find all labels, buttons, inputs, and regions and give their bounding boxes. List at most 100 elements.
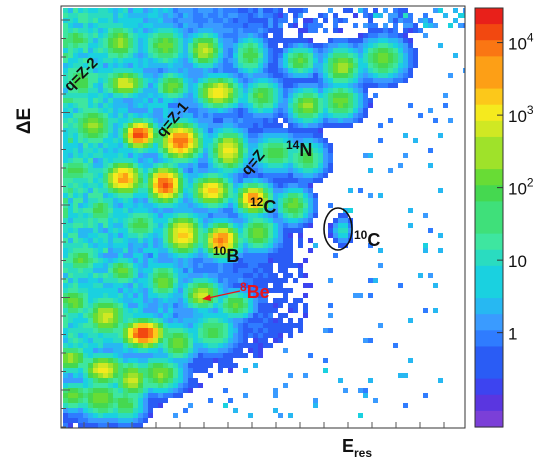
heatmap-cell xyxy=(323,368,328,373)
heatmap-cell xyxy=(213,298,218,303)
heatmap-cell xyxy=(178,303,183,308)
heatmap-cell xyxy=(68,398,73,403)
heatmap-cell xyxy=(228,118,233,123)
heatmap-cell xyxy=(248,293,253,298)
heatmap-cell xyxy=(123,223,128,228)
heatmap-cell xyxy=(378,68,383,73)
heatmap-cell xyxy=(278,178,283,183)
heatmap-cell xyxy=(238,108,243,113)
heatmap-cell xyxy=(288,218,293,223)
heatmap-cell xyxy=(198,228,203,233)
heatmap-cell xyxy=(258,78,263,83)
heatmap-cell xyxy=(268,288,273,293)
heatmap-cell xyxy=(403,403,408,408)
heatmap-cell xyxy=(323,53,328,58)
heatmap-cell xyxy=(63,358,68,363)
heatmap-cell xyxy=(238,18,243,23)
heatmap-cell xyxy=(293,298,298,303)
heatmap-cell xyxy=(173,108,178,113)
heatmap-cell xyxy=(63,338,68,343)
heatmap-cell xyxy=(83,403,88,408)
heatmap-cell xyxy=(243,123,248,128)
heatmap-cell xyxy=(198,338,203,343)
heatmap-cell xyxy=(233,18,238,23)
heatmap-cell xyxy=(283,168,288,173)
heatmap-cell xyxy=(273,243,278,248)
heatmap-cell xyxy=(148,388,153,393)
heatmap-cell xyxy=(183,338,188,343)
heatmap-cell xyxy=(158,48,163,53)
heatmap-cell xyxy=(243,178,248,183)
heatmap-cell xyxy=(268,118,273,123)
heatmap-cell xyxy=(238,343,243,348)
heatmap-cell xyxy=(168,333,173,338)
heatmap-cell xyxy=(193,273,198,278)
heatmap-cell xyxy=(103,83,108,88)
heatmap-cell xyxy=(263,243,268,248)
heatmap-cell xyxy=(188,48,193,53)
heatmap-cell xyxy=(93,243,98,248)
heatmap-cell xyxy=(183,268,188,273)
heatmap-cell xyxy=(288,263,293,268)
heatmap-cell xyxy=(308,223,313,228)
heatmap-cell xyxy=(178,293,183,298)
heatmap-cell xyxy=(393,43,398,48)
heatmap-cell xyxy=(253,208,258,213)
heatmap-cell xyxy=(298,243,303,248)
heatmap-cell xyxy=(133,308,138,313)
heatmap-cell xyxy=(308,58,313,63)
heatmap-cell xyxy=(283,193,288,198)
heatmap-cell xyxy=(83,398,88,403)
heatmap-cell xyxy=(308,83,313,88)
heatmap-cell xyxy=(143,123,148,128)
heatmap-cell xyxy=(143,43,148,48)
heatmap-cell xyxy=(198,18,203,23)
heatmap-cell xyxy=(363,338,368,343)
heatmap-cell xyxy=(103,53,108,58)
heatmap-cell xyxy=(118,258,123,263)
heatmap-cell xyxy=(103,363,108,368)
heatmap-cell xyxy=(203,168,208,173)
heatmap-cell xyxy=(283,253,288,258)
heatmap-cell xyxy=(123,8,128,13)
heatmap-cell xyxy=(258,303,263,308)
heatmap-cell xyxy=(108,283,113,288)
heatmap-cell xyxy=(233,313,238,318)
heatmap-cell xyxy=(123,393,128,398)
heatmap-cell xyxy=(93,298,98,303)
heatmap-cell xyxy=(208,233,213,238)
heatmap-cell xyxy=(388,28,393,33)
heatmap-cell xyxy=(283,63,288,68)
heatmap-cell xyxy=(173,208,178,213)
heatmap-cell xyxy=(123,318,128,323)
heatmap-cell xyxy=(218,83,223,88)
heatmap-cell xyxy=(73,33,78,38)
heatmap-cell xyxy=(78,73,83,78)
heatmap-cell xyxy=(113,393,118,398)
heatmap-cell xyxy=(443,93,448,98)
heatmap-cell xyxy=(288,128,293,133)
heatmap-cell xyxy=(163,93,168,98)
heatmap-cell xyxy=(143,353,148,358)
heatmap-cell xyxy=(233,213,238,218)
heatmap-cell xyxy=(363,43,368,48)
heatmap-cell xyxy=(193,103,198,108)
heatmap-cell xyxy=(183,408,188,413)
heatmap-cell xyxy=(88,228,93,233)
heatmap-cell xyxy=(178,8,183,13)
heatmap-cell xyxy=(178,148,183,153)
heatmap-cell xyxy=(213,43,218,48)
heatmap-cell xyxy=(258,348,263,353)
heatmap-cell xyxy=(183,228,188,233)
heatmap-cell xyxy=(198,63,203,68)
heatmap-cell xyxy=(83,323,88,328)
heatmap-cell xyxy=(118,43,123,48)
heatmap-cell xyxy=(113,98,118,103)
heatmap-cell xyxy=(328,118,333,123)
heatmap-cell xyxy=(353,38,358,43)
heatmap-cell xyxy=(328,203,333,208)
heatmap-cell xyxy=(118,53,123,58)
heatmap-cell xyxy=(343,388,348,393)
heatmap-cell xyxy=(163,163,168,168)
heatmap-cell xyxy=(268,63,273,68)
